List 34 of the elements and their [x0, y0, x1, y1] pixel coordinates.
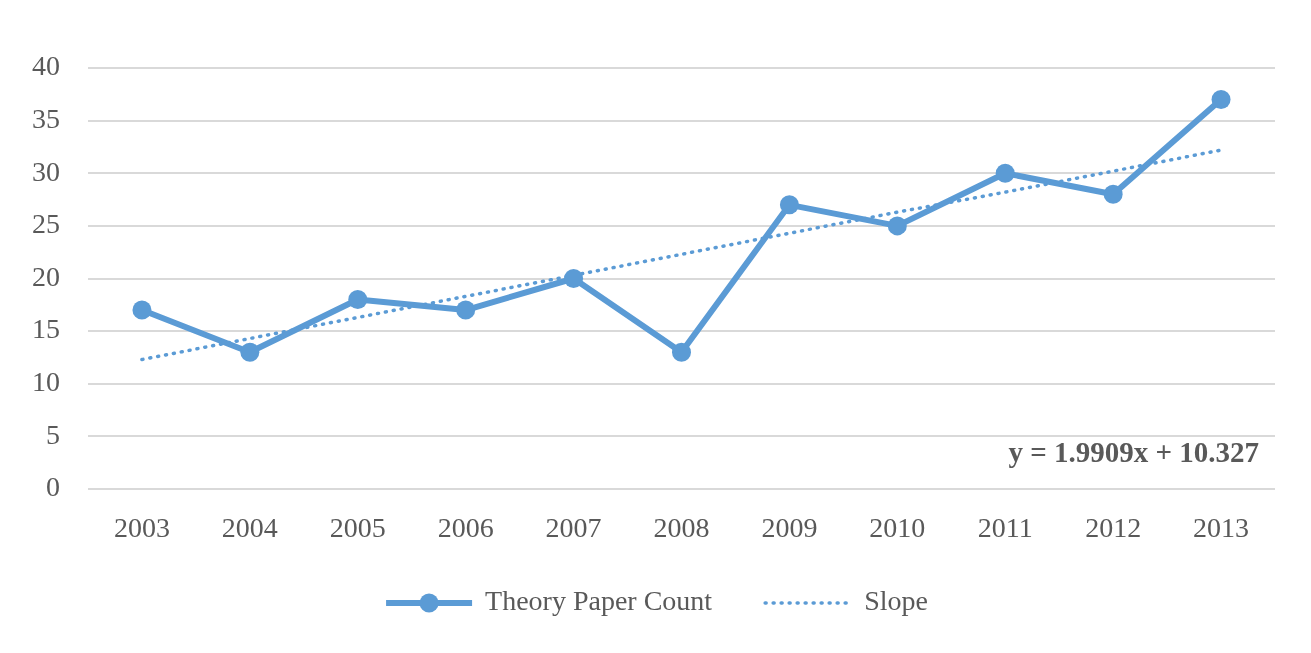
x-tick-label: 2008 — [653, 512, 710, 544]
point — [1103, 184, 1123, 204]
x-tick-label: 2006 — [437, 512, 494, 544]
point — [887, 216, 907, 236]
y-tick-label: 35 — [32, 102, 60, 134]
y-tick-label: 30 — [32, 155, 60, 187]
x-tick-label: 2009 — [761, 512, 818, 544]
point — [240, 342, 260, 362]
point — [1211, 90, 1231, 110]
y-tick-label: 0 — [46, 471, 60, 503]
y-tick-label: 20 — [32, 260, 60, 292]
annotation: y = 1.9909x + 10.327 — [1008, 436, 1259, 469]
x-tick-label: 2007 — [545, 512, 602, 544]
y-tick-label: 10 — [32, 366, 60, 398]
point — [132, 300, 152, 320]
legend-label: Theory Paper Count — [485, 585, 713, 617]
point — [672, 342, 691, 362]
legend-label: Slope — [864, 585, 928, 617]
x-tick-label: 2011 — [977, 512, 1033, 544]
x-tick-label: 2005 — [329, 512, 386, 544]
x-tick-label: 2010 — [869, 512, 926, 544]
x-tick-label: 2013 — [1193, 512, 1250, 544]
x-tick-label: 2012 — [1085, 512, 1142, 544]
point — [348, 290, 368, 310]
y-tick-label: 5 — [46, 418, 60, 450]
x-tick-label: 2003 — [113, 512, 170, 544]
y-tick-label: 15 — [32, 313, 60, 345]
point — [456, 300, 476, 320]
point — [564, 269, 584, 288]
point — [779, 195, 799, 215]
y-tick-label: 40 — [32, 50, 60, 82]
x-tick-label: 2004 — [221, 512, 278, 544]
point — [995, 163, 1015, 183]
y-tick-label: 25 — [32, 208, 60, 240]
